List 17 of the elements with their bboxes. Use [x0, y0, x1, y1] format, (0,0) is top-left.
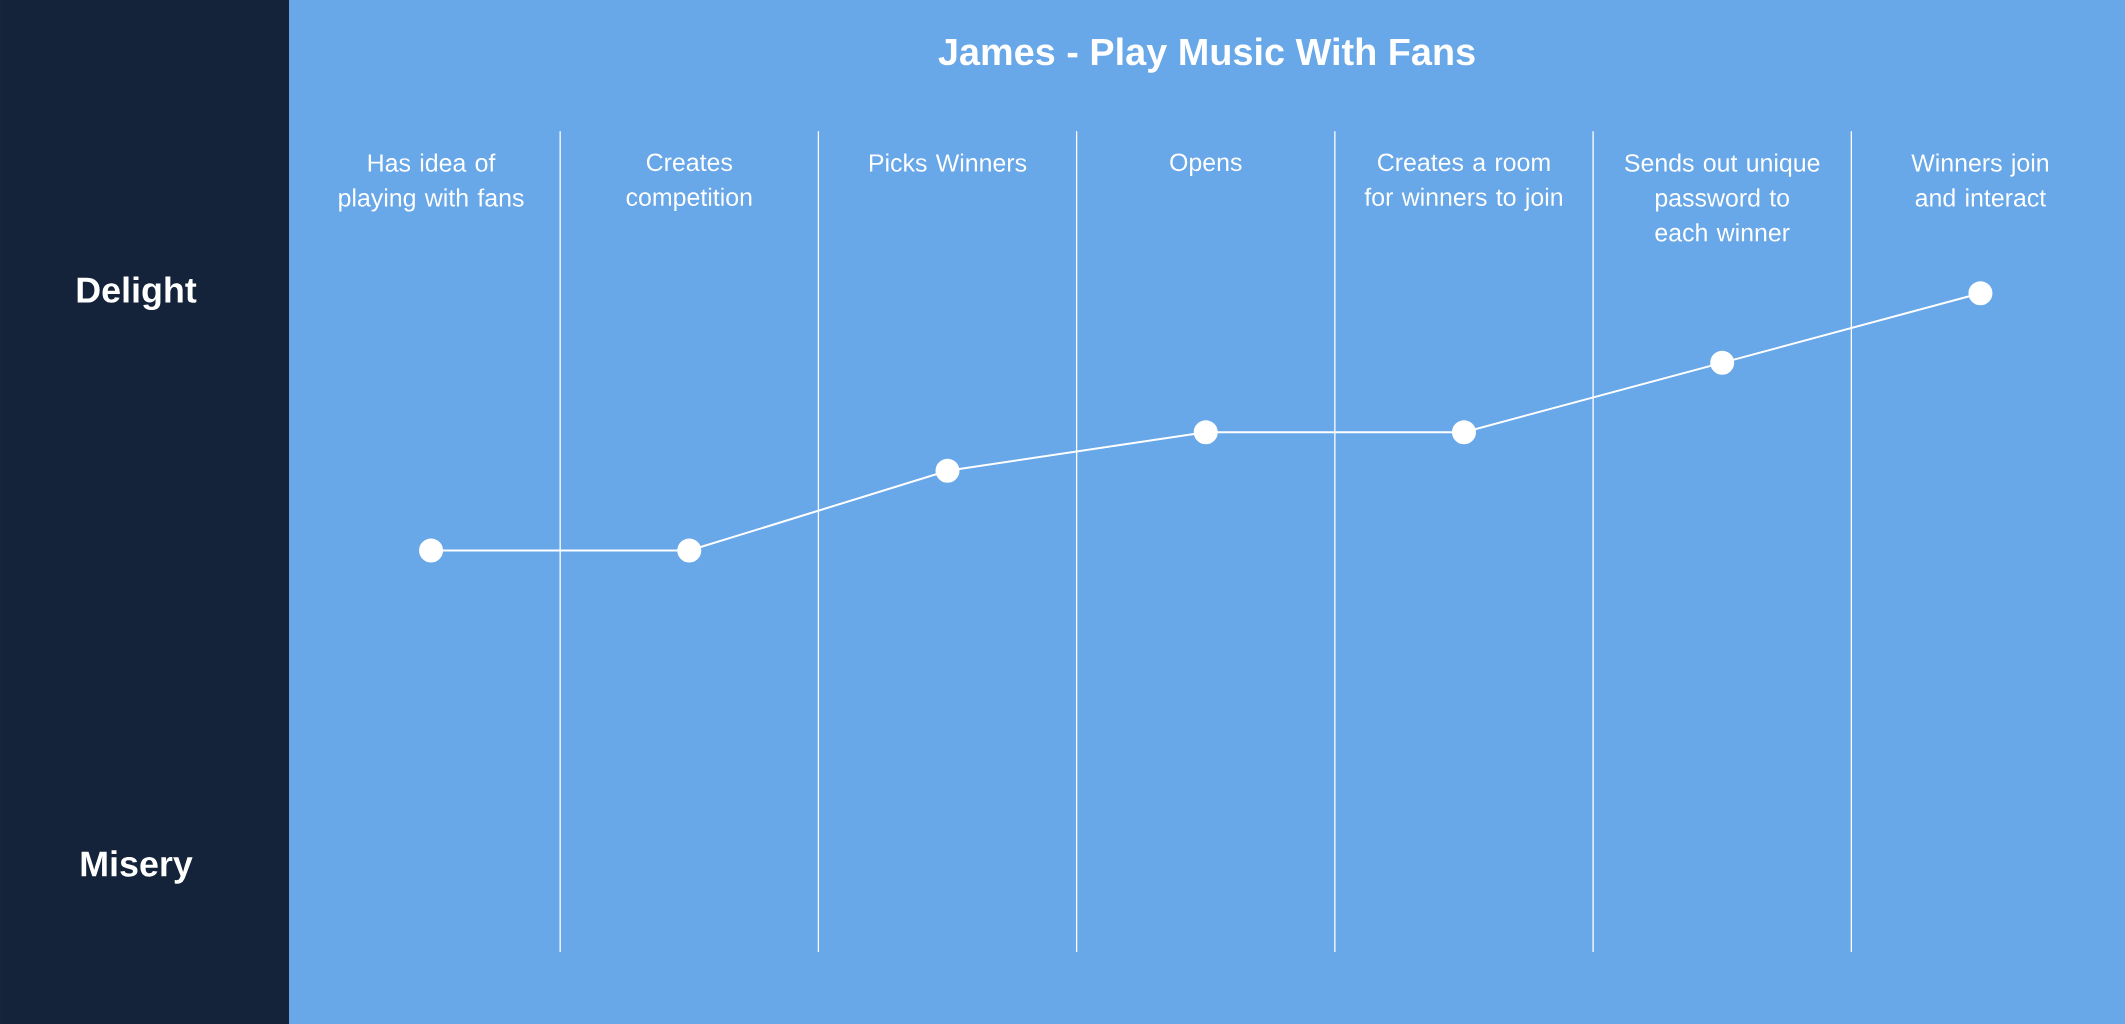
- x-tick-label: Creates competition: [626, 153, 752, 211]
- text: Misery: [81, 850, 193, 884]
- x-tick-label: Has idea of playing with fans: [339, 153, 524, 212]
- point: [1451, 420, 1476, 445]
- point: [1710, 350, 1735, 375]
- text: Delight: [77, 276, 197, 311]
- x-tick-label: Winners join and interact: [1911, 153, 2049, 207]
- point: [677, 538, 702, 563]
- point: [1968, 281, 1993, 306]
- x-tick-label: Opens: [1170, 153, 1242, 177]
- chart-title: James - Play Music With Fans: [938, 37, 1475, 73]
- x-tick-label: Creates a room for winners to join: [1364, 153, 1562, 211]
- x-tick-label: Picks Winners: [869, 153, 1027, 172]
- point: [419, 538, 444, 563]
- point: [1193, 420, 1218, 445]
- x-tick-label: Sends out unique password to each winner: [1625, 153, 1820, 242]
- point: [935, 458, 960, 483]
